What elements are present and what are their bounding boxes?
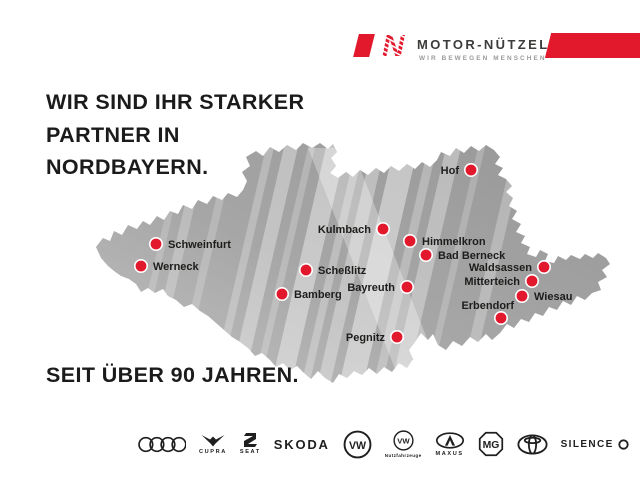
vw-nutzfahrzeuge-logo-icon: VW — [393, 430, 414, 451]
motor-nuetzel-logo-bar: N MOTOR-NÜTZEL WIR BEWEGEN MENSCHEN — [0, 0, 640, 78]
main-headline: WIR SIND IHR STARKER PARTNER IN NORDBAYE… — [46, 86, 304, 184]
location-label-waldsassen: Waldsassen — [469, 262, 532, 274]
location-dot-hof — [463, 163, 478, 178]
headline-line-3: NORDBAYERN. — [46, 155, 209, 179]
location-label-wiesau: Wiesau — [534, 291, 572, 303]
location-dot-himmelkron — [402, 234, 417, 249]
seat-logo: SEAT — [240, 433, 261, 455]
logo-left-red-slab — [353, 34, 375, 57]
maxus-logo: MAXUS — [435, 431, 465, 457]
toyota-logo-icon — [517, 433, 548, 455]
svg-text:N: N — [382, 29, 405, 61]
maxus-logo-icon — [435, 431, 464, 449]
location-label-kulmbach: Kulmbach — [318, 224, 371, 236]
location-label-bad-berneck: Bad Berneck — [438, 250, 506, 262]
maxus-label: MAXUS — [435, 450, 464, 457]
cupra-logo-icon — [201, 434, 225, 446]
mg-monogram: MG — [482, 440, 499, 451]
vw-nutzfahrzeuge-label: Nutzfahrzeuge — [384, 453, 422, 458]
location-label-sche-litz: Scheßlitz — [318, 265, 367, 277]
location-dot-wiesau — [514, 288, 529, 303]
cupra-label: CUPRA — [199, 448, 227, 455]
brand-tagline: WIR BEWEGEN MENSCHEN — [419, 55, 547, 62]
location-label-hof: Hof — [441, 165, 460, 177]
brand-name: MOTOR-NÜTZEL — [417, 37, 550, 52]
region-silhouette — [96, 143, 610, 383]
silence-label: SILENCE — [560, 438, 614, 450]
headline-line-2: PARTNER IN — [46, 122, 180, 147]
location-dot-werneck — [134, 258, 149, 273]
location-label-werneck: Werneck — [153, 261, 200, 273]
silence-logo: SILENCE — [561, 439, 629, 450]
seat-logo-icon — [243, 433, 257, 447]
location-label-bayreuth: Bayreuth — [347, 282, 395, 294]
motor-nuetzel-n-icon: N — [381, 28, 413, 63]
audi-logo-icon — [138, 436, 186, 453]
vw-logo-icon: VW — [343, 430, 372, 459]
skoda-wordmark: SKODA — [274, 437, 330, 452]
location-dot-bayreuth — [399, 279, 414, 294]
footer-headline: SEIT ÜBER 90 JAHREN. — [46, 363, 299, 387]
logo-right-red-slab — [544, 33, 640, 58]
brand-logos-bar: CUPRA SEAT SKODA VW VW Nutzfahrzeuge MAX… — [138, 423, 629, 465]
cupra-logo: CUPRA — [199, 434, 227, 455]
location-label-schweinfurt: Schweinfurt — [168, 239, 231, 251]
location-dot-sche-litz — [298, 262, 313, 277]
location-label-mitterteich: Mitterteich — [464, 276, 520, 288]
vw-nutzfahrzeuge-logo: VW Nutzfahrzeuge — [385, 430, 422, 458]
mg-logo-icon: MG — [478, 431, 504, 457]
headline-line-1: WIR SIND IHR STARKER — [46, 90, 305, 114]
location-dot-erbendorf — [493, 310, 508, 325]
location-dot-waldsassen — [536, 259, 551, 274]
location-label-pegnitz: Pegnitz — [346, 332, 386, 344]
location-dot-pegnitz — [389, 329, 404, 344]
location-dot-bad-berneck — [418, 248, 433, 263]
location-dot-schweinfurt — [149, 237, 164, 252]
silence-o-icon — [618, 438, 629, 450]
seat-label: SEAT — [239, 449, 261, 455]
location-dot-kulmbach — [375, 222, 390, 237]
location-label-himmelkron: Himmelkron — [422, 236, 486, 248]
location-dot-mitterteich — [524, 273, 539, 288]
location-label-erbendorf: Erbendorf — [461, 300, 514, 312]
vw-monogram: VW — [349, 439, 367, 451]
location-dot-bamberg — [274, 286, 289, 301]
location-label-bamberg: Bamberg — [294, 289, 342, 301]
svg-text:VW: VW — [397, 437, 410, 446]
skoda-label: SKODA — [273, 436, 330, 452]
location-markers: Schweinfurt Werneck Bamberg Scheßlitz Kulmba… — [134, 163, 572, 344]
